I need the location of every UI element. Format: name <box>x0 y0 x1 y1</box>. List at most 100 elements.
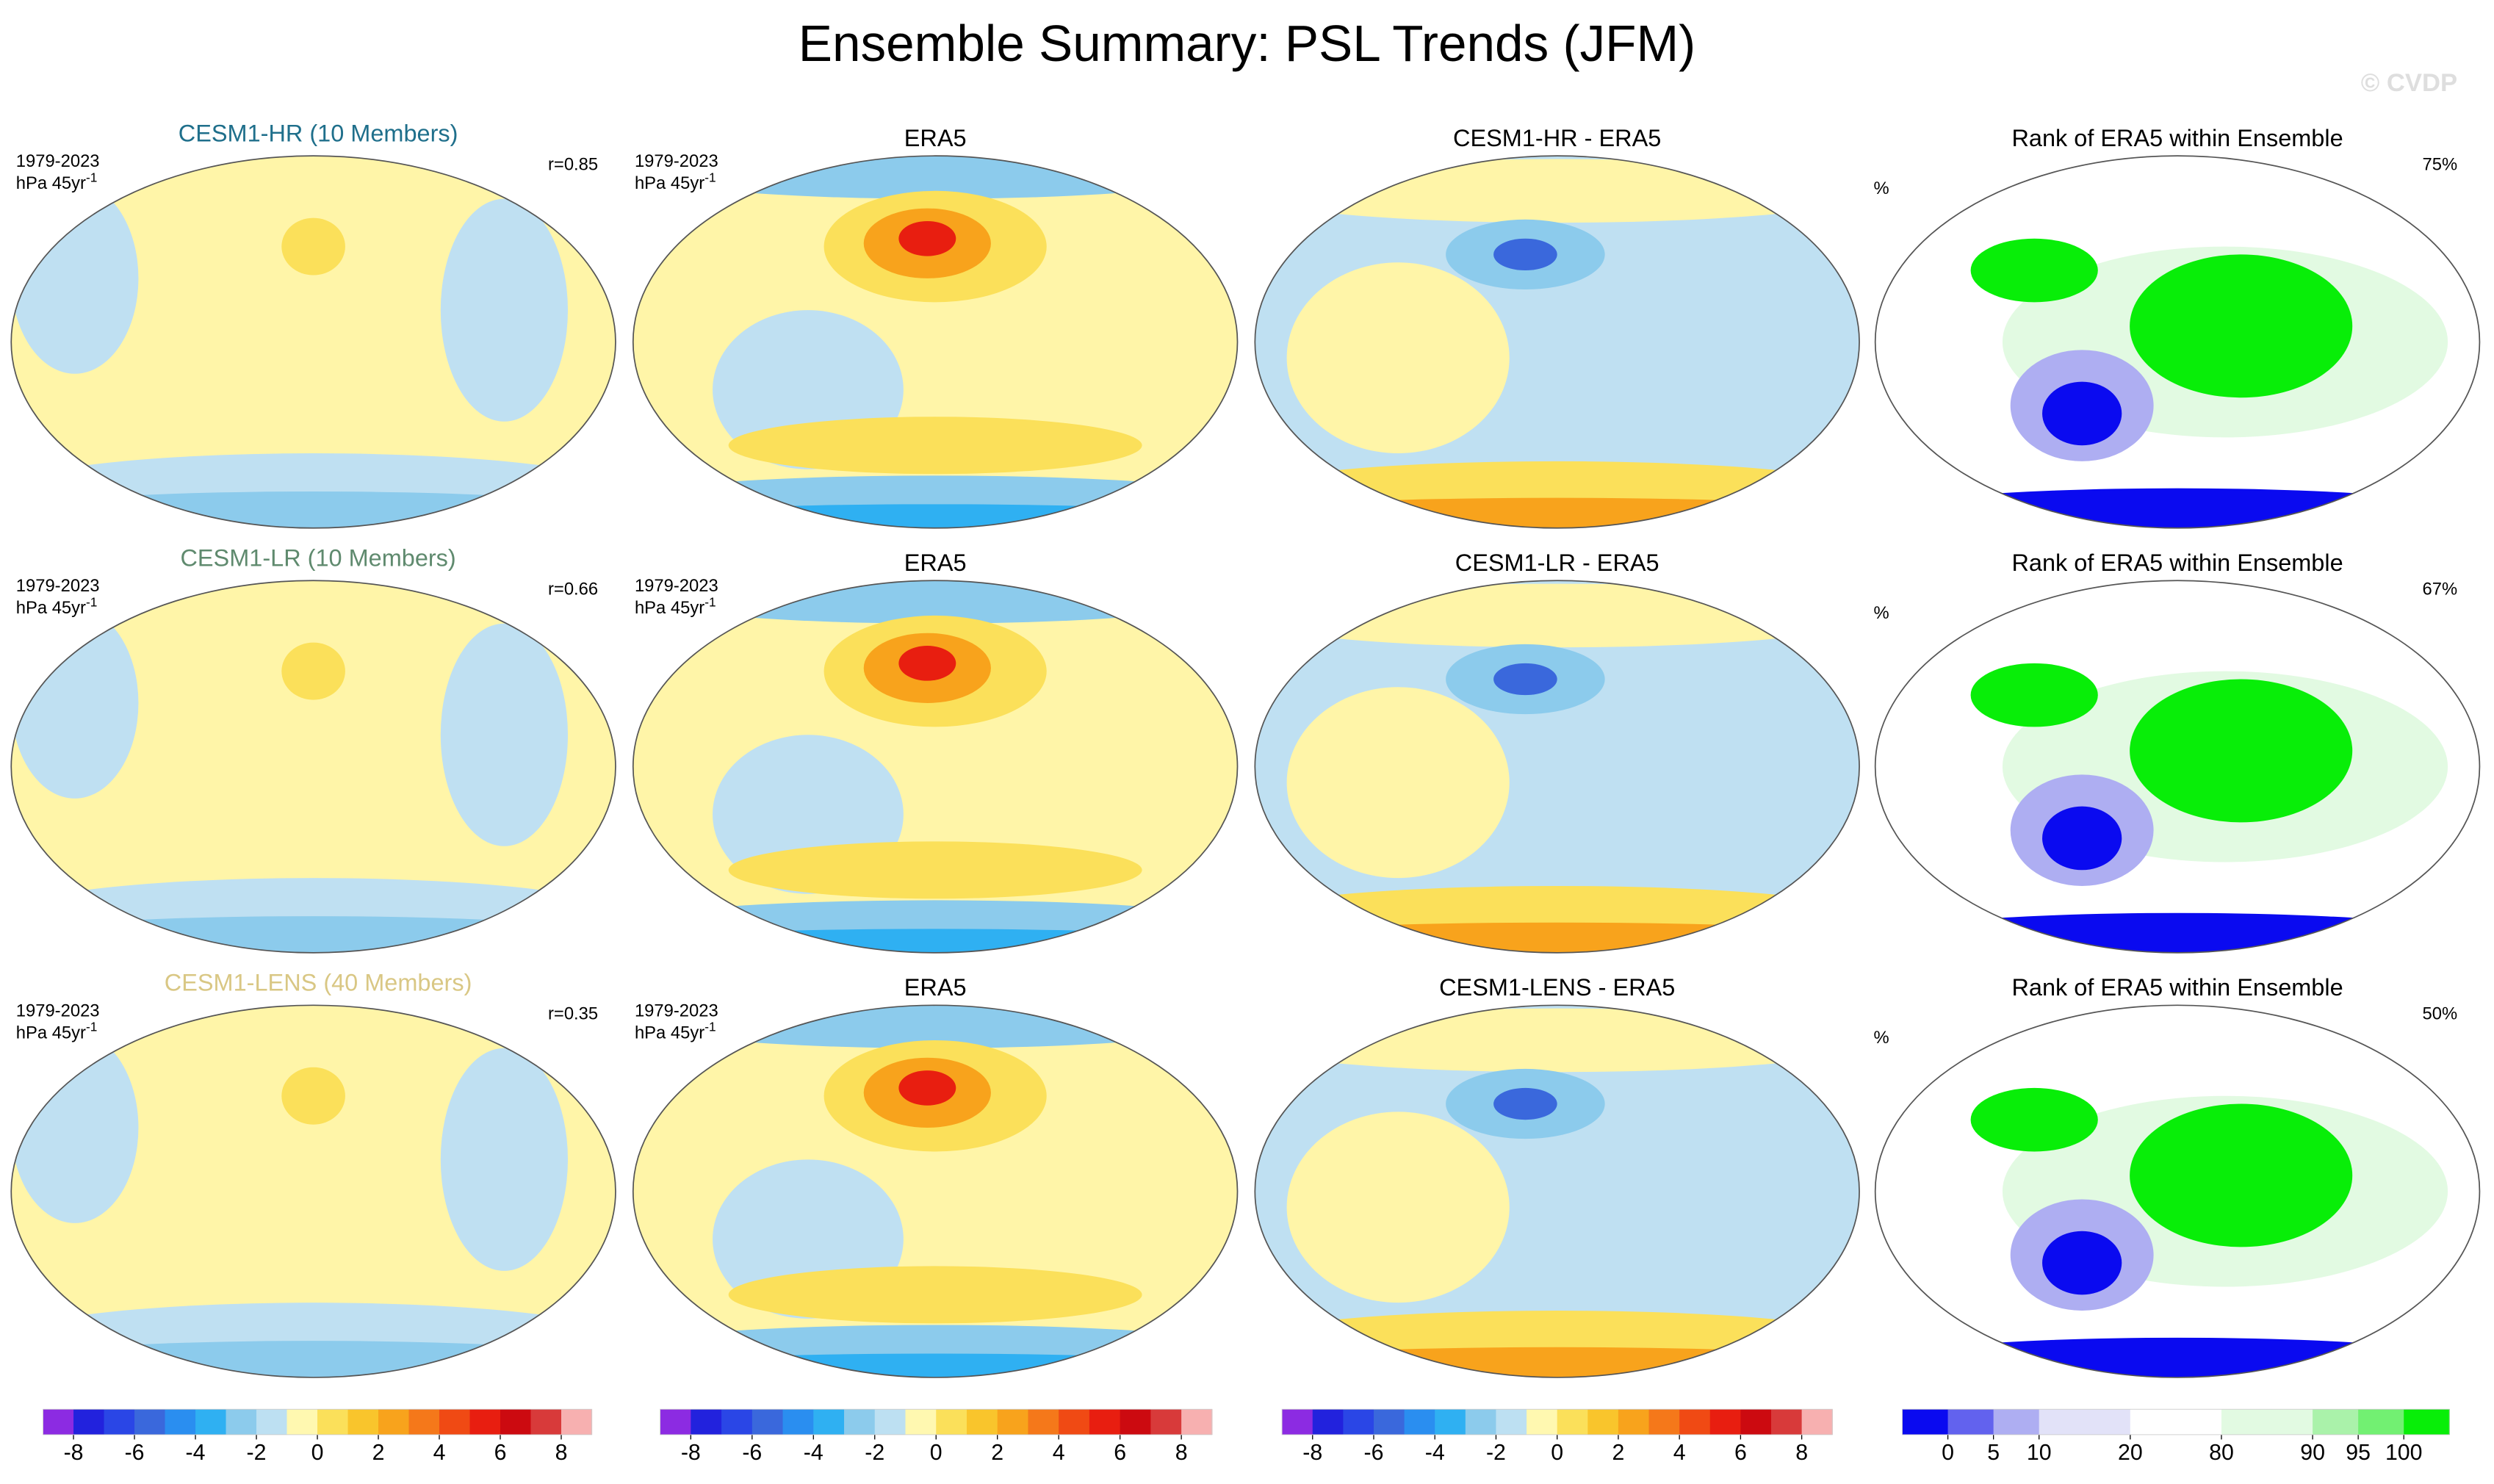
field-region <box>2042 806 2122 871</box>
field-region <box>440 1048 569 1271</box>
units-exp: -1 <box>704 170 716 184</box>
units-exp: -1 <box>704 1019 716 1034</box>
map-outline <box>1254 1004 1860 1378</box>
map-field <box>632 1005 1238 1377</box>
field-region <box>1255 497 1860 528</box>
map-field <box>11 1005 616 1377</box>
field-region <box>2042 381 2122 446</box>
colorbar-tick-label: -6 <box>1364 1441 1384 1465</box>
field-region <box>2130 1103 2353 1247</box>
field-region <box>11 491 616 528</box>
map-outline <box>1874 1004 2481 1378</box>
field-region <box>898 646 956 681</box>
colorbar-box <box>1181 1409 1213 1435</box>
colorbar-tick-label: 0 <box>1551 1441 1563 1465</box>
colorbar-box <box>1404 1409 1435 1435</box>
panel-title: Rank of ERA5 within Ensemble <box>2011 550 2343 576</box>
colorbar-box <box>660 1409 691 1435</box>
colorbar-box <box>256 1409 288 1435</box>
units-exp: -1 <box>704 594 716 609</box>
map-field <box>632 580 1238 953</box>
field-region <box>2042 1231 2122 1295</box>
units-label: hPa 45yr-1 <box>635 170 716 193</box>
field-region <box>1286 1112 1510 1303</box>
map-field <box>1255 580 1860 953</box>
panel-title: Rank of ERA5 within Ensemble <box>2011 974 2343 1001</box>
field-region <box>1875 488 2480 528</box>
panel-title: ERA5 <box>904 550 967 576</box>
colorbar-box <box>530 1409 562 1435</box>
colorbar-box <box>134 1409 166 1435</box>
units-base: hPa 45yr <box>16 1023 86 1043</box>
field-region <box>11 916 616 953</box>
field-region <box>1493 1087 1557 1120</box>
map-field <box>1875 1005 2480 1377</box>
colorbar-box <box>1150 1409 1182 1435</box>
colorbar-tick-label: 0 <box>1942 1441 1954 1465</box>
colorbar-tick-label: 95 <box>2346 1441 2371 1465</box>
map-outline <box>632 155 1239 529</box>
colorbar-box <box>905 1409 937 1435</box>
field-region <box>1493 663 1557 696</box>
colorbar-box <box>1496 1409 1527 1435</box>
colorbar-box <box>73 1409 105 1435</box>
field-region <box>2130 679 2353 823</box>
colorbar-box <box>1373 1409 1405 1435</box>
colorbar-tick-label: -2 <box>865 1441 884 1465</box>
map-field <box>1875 156 2480 528</box>
colorbar-tick-label: -6 <box>125 1441 145 1465</box>
field-region <box>1970 663 2098 727</box>
colorbar-box <box>691 1409 722 1435</box>
colorbar-tick-label: 8 <box>1175 1441 1188 1465</box>
period-label: 1979-2023 <box>16 576 100 596</box>
colorbar-box <box>1587 1409 1619 1435</box>
rank-unit: % <box>1874 603 1889 623</box>
colorbar-box <box>561 1409 593 1435</box>
colorbar-box <box>1993 1409 2040 1435</box>
map-outline <box>10 1004 616 1378</box>
colorbar-box <box>1435 1409 1466 1435</box>
rank-stat: 67% <box>2422 580 2457 599</box>
colorbar-box <box>1709 1409 1742 1435</box>
colorbar-box <box>2358 1409 2404 1435</box>
colorbar-box <box>1618 1409 1650 1435</box>
colorbar-box <box>439 1409 471 1435</box>
colorbar-box <box>1902 1409 1949 1435</box>
map-outline <box>1254 580 1860 954</box>
colorbar-box <box>1282 1409 1313 1435</box>
map-outline <box>1874 155 2481 529</box>
period-label: 1979-2023 <box>16 151 100 171</box>
colorbar-tick-label: 5 <box>1987 1441 2000 1465</box>
colorbar-tick-label: 80 <box>2209 1441 2234 1465</box>
colorbar-box <box>408 1409 440 1435</box>
colorbar-box <box>1527 1409 1558 1435</box>
colorbar-box <box>347 1409 379 1435</box>
field-region <box>1875 1337 2480 1377</box>
field-region <box>1970 238 2098 303</box>
rank-unit: % <box>1874 1028 1889 1048</box>
colorbar-tick-label: 2 <box>372 1441 385 1465</box>
units-label: hPa 45yr-1 <box>635 594 716 618</box>
units-base: hPa 45yr <box>635 173 704 193</box>
colorbar-box <box>195 1409 227 1435</box>
period-label: 1979-2023 <box>635 576 718 596</box>
units-base: hPa 45yr <box>16 599 86 619</box>
colorbar-tick-label: -4 <box>804 1441 823 1465</box>
colorbar-box <box>1059 1409 1090 1435</box>
colorbar-box <box>286 1409 318 1435</box>
colorbar-box <box>43 1409 74 1435</box>
field-region <box>11 608 139 799</box>
colorbar-box <box>165 1409 196 1435</box>
colorbar-box <box>844 1409 876 1435</box>
field-region <box>728 841 1142 899</box>
colorbar-box <box>500 1409 532 1435</box>
colorbar-tick-label: 2 <box>1612 1441 1624 1465</box>
field-region <box>1970 1087 2098 1152</box>
panel-title: ERA5 <box>904 974 967 1001</box>
colorbar-box <box>1557 1409 1588 1435</box>
colorbar-box <box>874 1409 907 1435</box>
colorbar-tick-label: 20 <box>2118 1441 2143 1465</box>
colorbar-tick-label: -2 <box>1486 1441 1506 1465</box>
panel-title: ERA5 <box>904 125 967 151</box>
